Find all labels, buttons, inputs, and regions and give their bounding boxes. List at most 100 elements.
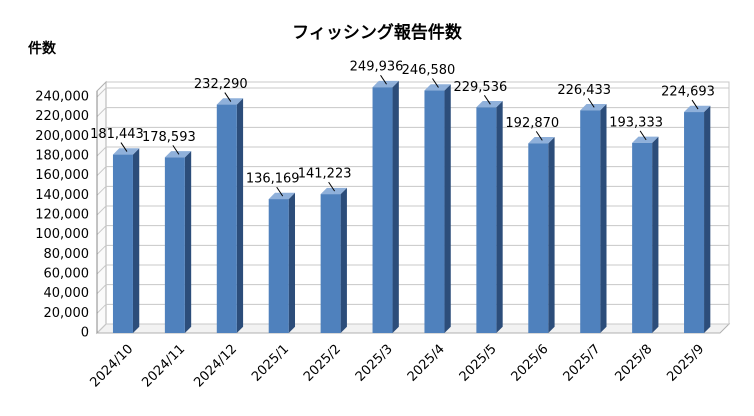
label-leader <box>535 131 543 141</box>
x-tick-label: 2025/1 <box>249 342 292 385</box>
grid-line <box>96 126 729 137</box>
y-axis-label: 件数 <box>28 40 57 57</box>
chart-title: フィッシング報告件数 <box>292 22 463 43</box>
bar-top <box>372 80 399 88</box>
bar-top <box>632 136 659 143</box>
x-tick-label: 2025/5 <box>457 342 500 385</box>
bar-side <box>340 187 347 333</box>
bar-side <box>184 151 192 333</box>
bar <box>424 90 445 333</box>
bar <box>320 194 341 333</box>
grid-line <box>96 107 729 118</box>
grid-line <box>96 244 729 255</box>
bar-top <box>424 84 451 91</box>
y-tick-label: 140,000 <box>35 188 89 203</box>
label-leader <box>691 99 699 110</box>
label-leader <box>172 145 180 155</box>
x-tick-label: 2025/4 <box>405 342 448 385</box>
value-label: 246,580 <box>402 63 456 78</box>
y-tick-label: 120,000 <box>35 208 89 223</box>
bar-side <box>392 80 399 334</box>
y-tick-label: 180,000 <box>35 149 89 164</box>
bar <box>268 199 289 333</box>
bar-top <box>164 151 192 158</box>
x-tick-label: 2024/12 <box>191 342 240 391</box>
bar-side <box>704 105 711 333</box>
x-tick-label: 2025/8 <box>612 342 655 385</box>
label-leader <box>380 74 387 85</box>
label-leader <box>328 181 336 192</box>
grid-line <box>96 264 729 275</box>
grid-line <box>96 303 729 314</box>
x-tick-label: 2024/11 <box>139 342 188 391</box>
value-label: 192,870 <box>505 116 559 131</box>
grid-line <box>96 205 729 216</box>
y-tick-label: 200,000 <box>35 129 89 144</box>
bar <box>216 104 237 333</box>
bar <box>528 143 549 333</box>
grid-line <box>96 87 729 98</box>
bar-top <box>320 187 347 195</box>
label-leader <box>276 186 284 197</box>
bar-top <box>684 105 711 113</box>
grid-line <box>96 166 729 177</box>
bar-top <box>268 192 296 200</box>
bar-side <box>600 104 607 333</box>
y-tick-label: 80,000 <box>44 247 90 262</box>
value-label: 249,936 <box>350 60 404 75</box>
value-label: 178,593 <box>142 130 196 145</box>
x-tick-label: 2024/10 <box>87 342 136 391</box>
label-leader <box>120 142 128 152</box>
label-leader <box>483 95 491 105</box>
bar-side <box>652 136 659 333</box>
y-tick-label: 220,000 <box>35 109 89 124</box>
y-tick-label: 100,000 <box>35 227 89 242</box>
bar-side <box>132 148 140 333</box>
y-tick-label: 40,000 <box>44 286 90 301</box>
value-label: 193,333 <box>609 115 663 130</box>
y-tick-label: 60,000 <box>44 267 90 282</box>
y-tick-label: 0 <box>81 326 89 341</box>
y-tick-label: 240,000 <box>35 90 89 105</box>
bar-side <box>496 100 503 334</box>
x-tick-label: 2025/7 <box>561 342 604 385</box>
value-label: 229,536 <box>453 80 507 95</box>
x-tick-label: 2025/3 <box>353 342 396 385</box>
grid-line <box>96 225 729 236</box>
bar <box>372 87 393 333</box>
bar-side <box>444 84 451 333</box>
value-label: 232,290 <box>194 77 248 92</box>
y-tick-label: 20,000 <box>44 306 90 321</box>
bar-top <box>476 100 503 108</box>
x-tick-label: 2025/9 <box>664 342 707 385</box>
value-label: 136,169 <box>246 172 300 187</box>
label-leader <box>587 98 595 108</box>
label-leader <box>639 130 647 141</box>
grid-line <box>96 284 729 295</box>
y-tick-label: 160,000 <box>35 168 89 183</box>
bar <box>476 107 497 333</box>
bar <box>164 157 185 333</box>
bar-side <box>288 192 296 333</box>
bar-top <box>528 137 555 144</box>
grid-line <box>96 185 729 196</box>
value-label: 226,433 <box>557 83 611 98</box>
bar-top <box>580 104 607 111</box>
value-label: 141,223 <box>298 167 352 182</box>
value-label: 224,693 <box>661 85 715 100</box>
bar-side <box>236 98 244 334</box>
label-leader <box>224 92 232 102</box>
bar-side <box>548 137 555 333</box>
bar <box>112 154 133 333</box>
bar <box>580 110 601 333</box>
bar-top <box>112 148 140 155</box>
grid-line <box>96 146 729 157</box>
bar-top <box>216 98 244 105</box>
x-tick-label: 2025/2 <box>301 342 344 385</box>
bar <box>632 142 653 333</box>
label-leader <box>432 78 439 88</box>
x-tick-label: 2025/6 <box>509 342 552 385</box>
grid-line <box>96 323 729 334</box>
